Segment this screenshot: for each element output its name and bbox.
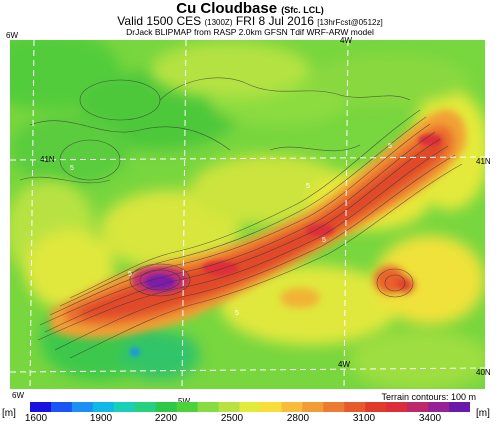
grid-line-40n [10, 367, 485, 373]
colorbar-unit-right: [m] [476, 408, 490, 419]
terrain-contours [19, 77, 463, 359]
colorbar-tick: 1900 [89, 413, 113, 424]
colorbar-swatch [260, 402, 282, 412]
lon-label-4w-inner: 4W [338, 360, 350, 369]
colorbar-swatch [71, 402, 94, 412]
map-panel: 5 5 5 5 5 5 [10, 40, 485, 389]
colorbar-swatch [386, 402, 408, 412]
terrain-contour-note: Terrain contours: 100 m [381, 392, 476, 402]
colorbar-tick: 2500 [220, 413, 244, 424]
colorbar-swatch [218, 402, 241, 412]
map-title: Cu Cloudbase (Sfc. LCL) [0, 0, 500, 17]
forecast-tag: [13hrFcst@0512z] [317, 18, 383, 27]
colorbar-tick: 2800 [286, 413, 310, 424]
colorbar-tick: 1600 [24, 413, 48, 424]
colorbar-swatch [239, 402, 261, 412]
title-text: Cu Cloudbase [176, 0, 278, 17]
lon-label-6w-top: 6W [6, 31, 18, 40]
valid-date: FRI 8 Jul 2016 [235, 14, 314, 28]
lon-label-5w-bottom: 5W [178, 397, 190, 406]
colorbar-tick: 3100 [352, 413, 376, 424]
colorbar-swatch [176, 402, 199, 412]
cloudbase-field-map: 5 5 5 5 5 5 [10, 40, 485, 389]
contour-label: 5 [70, 165, 74, 172]
contour-label: 5 [306, 183, 310, 190]
model-description: DrJack BLIPMAP from RASP 2.0km GFSN Tdif… [126, 27, 374, 37]
valid-utc: (1300Z) [204, 18, 233, 27]
lat-label-40n-right: 40N [476, 368, 491, 377]
colorbar [30, 402, 470, 412]
valid-main: Valid 1500 CES [117, 14, 202, 28]
colorbar-swatch [428, 402, 450, 412]
colorbar-swatch [30, 402, 52, 412]
lat-label-41n-left: 41N [40, 155, 55, 164]
grid-line-6w [29, 40, 35, 389]
contour-label: 5 [322, 237, 326, 244]
colorbar-swatch [323, 402, 345, 412]
colorbar-tick: 3400 [418, 413, 442, 424]
grid-line-4w [343, 40, 349, 389]
colorbar-swatch [344, 402, 366, 412]
colorbar-unit-left: [m] [2, 408, 16, 419]
lon-label-4w-top: 4W [340, 36, 352, 45]
colorbar-swatch [155, 402, 178, 412]
colorbar-swatch [302, 402, 324, 412]
colorbar-swatch [50, 402, 73, 412]
graticule [10, 40, 485, 389]
lat-label-41n-right: 41N [476, 157, 491, 166]
lon-label-6w-bottom: 6W [12, 391, 24, 400]
contour-labels: 5 5 5 5 5 5 [70, 143, 392, 317]
colorbar-swatch [449, 402, 470, 412]
grid-line-5w [181, 40, 187, 389]
title-suffix: (Sfc. LCL) [281, 5, 324, 15]
colorbar-swatch [365, 402, 387, 412]
colorbar-tick: 2200 [154, 413, 178, 424]
colorbar-swatch [92, 402, 115, 412]
contour-label: 5 [388, 143, 392, 150]
colorbar-swatch [281, 402, 303, 412]
colorbar-swatch [407, 402, 429, 412]
colorbar-swatch [113, 402, 136, 412]
colorbar-swatch [134, 402, 157, 412]
grid-line-41n [10, 156, 485, 161]
colorbar-swatch [197, 402, 220, 412]
contour-label: 5 [235, 310, 239, 317]
contour-label: 5 [128, 271, 132, 278]
valid-time-line: Valid 1500 CES (1300Z) FRI 8 Jul 2016 [1… [0, 14, 500, 28]
